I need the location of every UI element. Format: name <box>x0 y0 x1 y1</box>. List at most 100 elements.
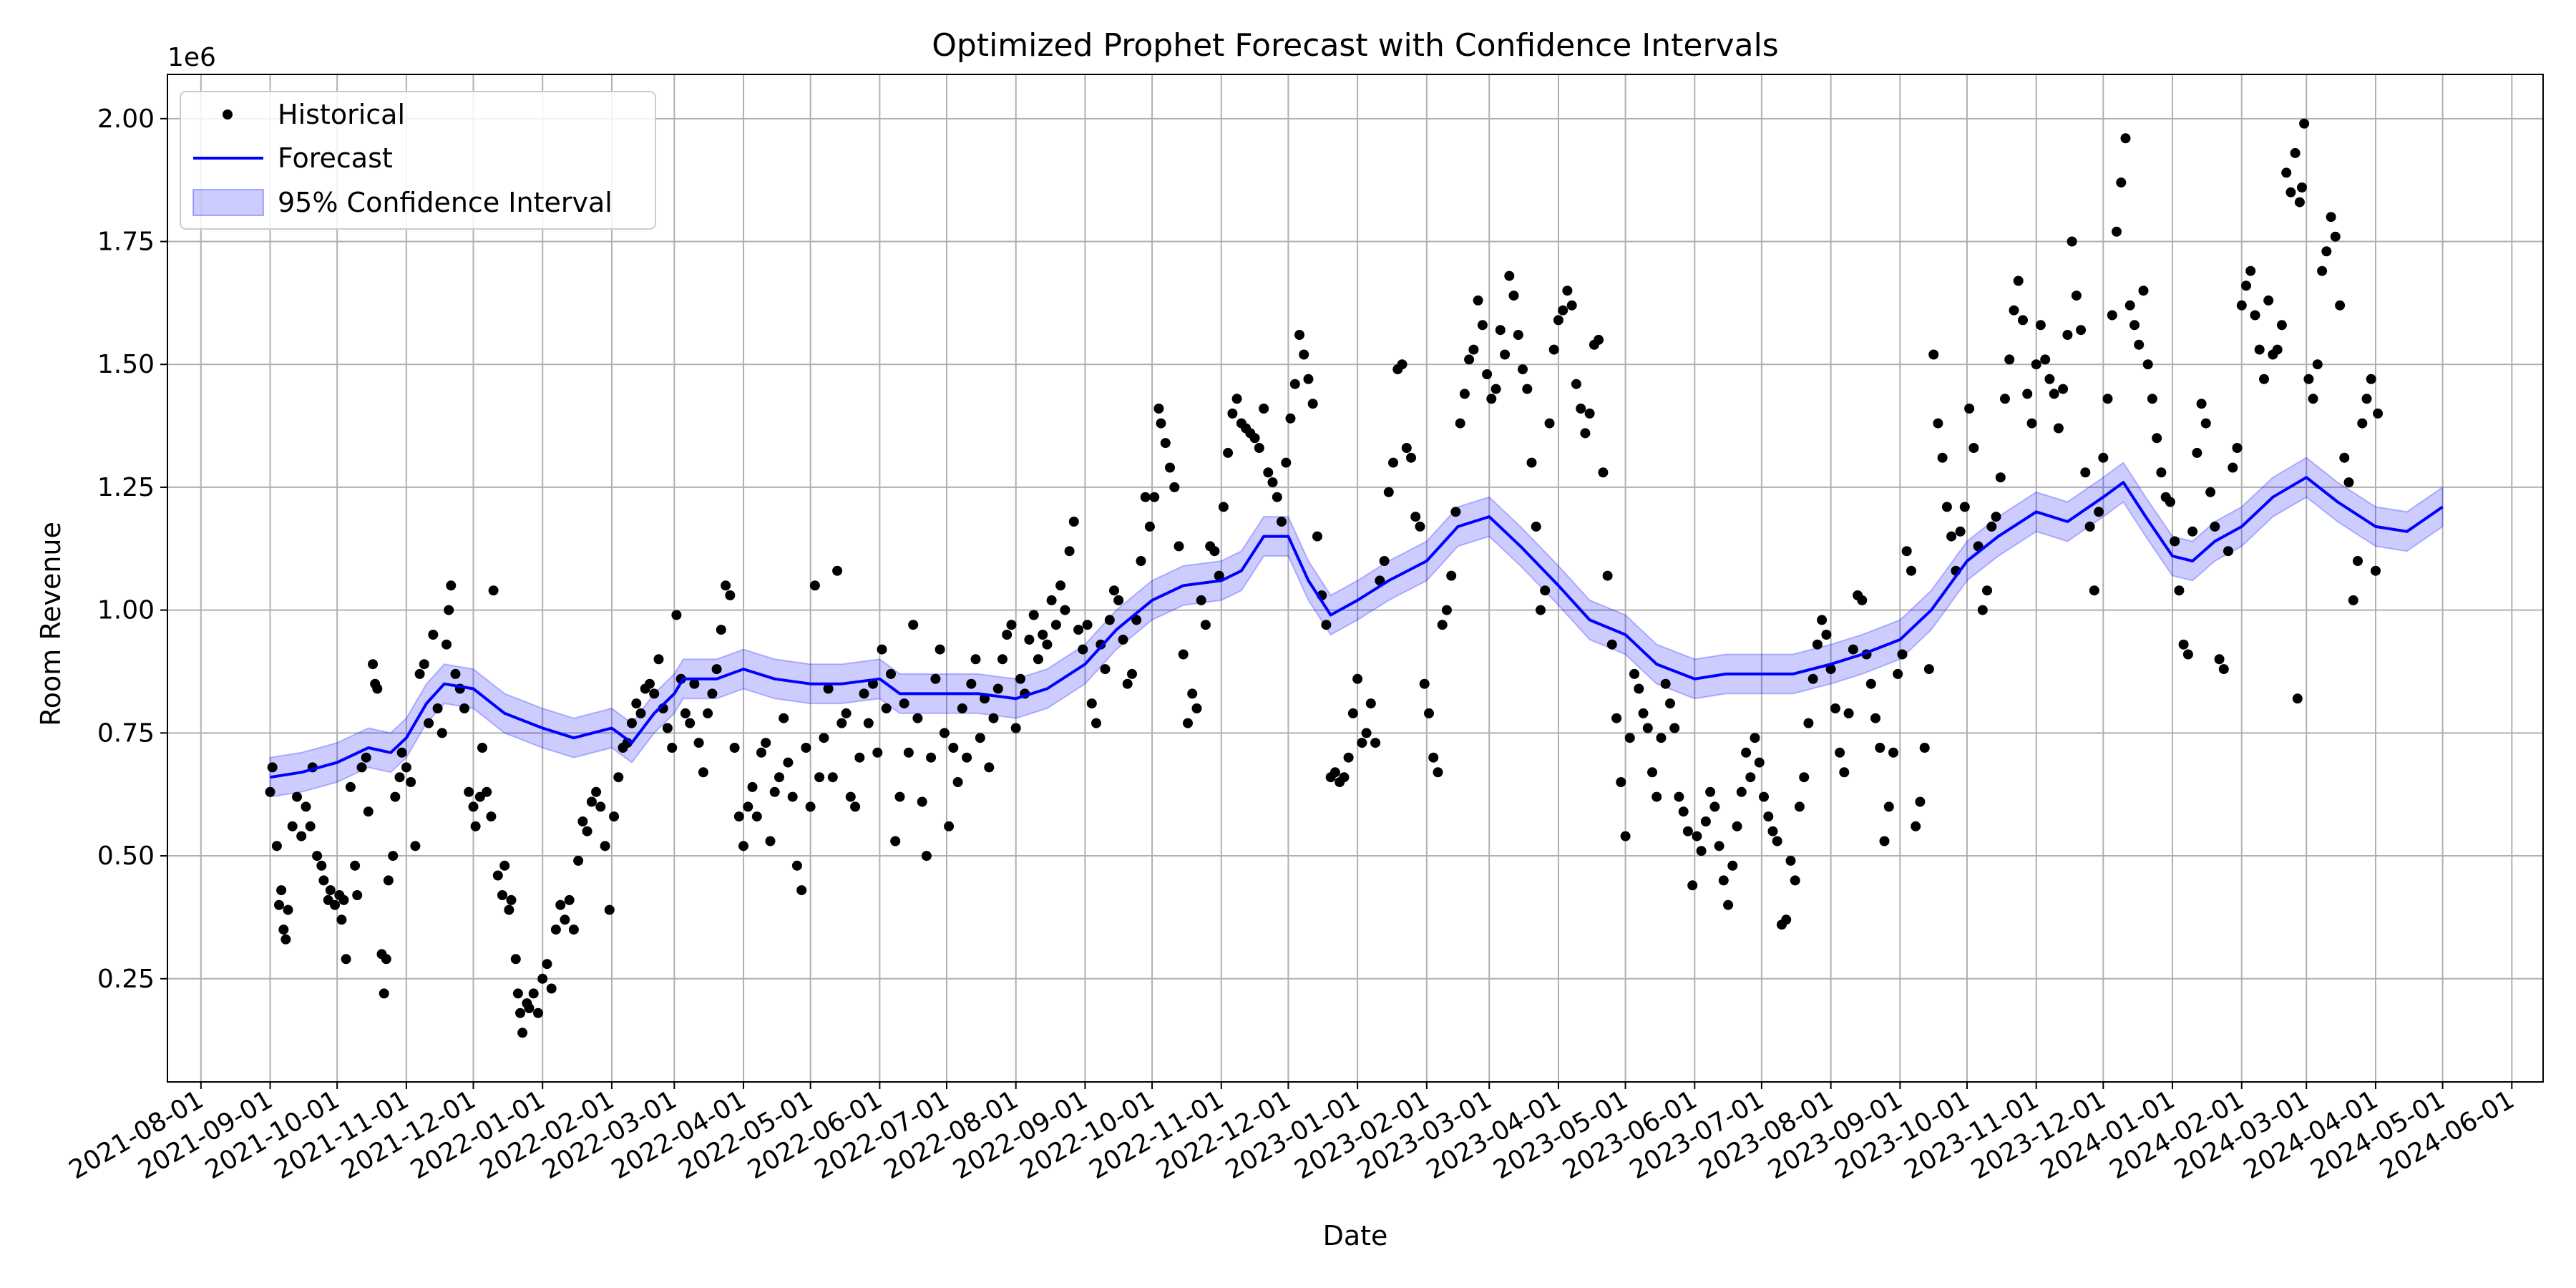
historical-point <box>470 821 481 831</box>
historical-point <box>711 664 722 675</box>
historical-point <box>441 639 452 650</box>
historical-point <box>841 708 852 718</box>
legend-forecast-label: Forecast <box>278 142 393 174</box>
historical-point <box>2290 147 2301 158</box>
historical-point <box>2228 462 2238 473</box>
historical-point <box>2187 526 2198 537</box>
historical-point <box>2232 443 2243 453</box>
historical-point <box>845 791 856 802</box>
historical-point <box>1504 270 1515 281</box>
historical-point <box>1104 615 1115 625</box>
historical-point <box>2013 275 2024 286</box>
historical-point <box>2371 565 2381 576</box>
y-tick-label: 1.50 <box>97 350 155 379</box>
historical-point <box>2196 399 2207 409</box>
historical-point <box>2035 320 2046 331</box>
historical-point <box>368 659 379 670</box>
historical-point <box>2134 339 2145 350</box>
historical-point <box>499 860 510 871</box>
historical-point <box>316 860 327 871</box>
historical-point <box>1033 654 1043 665</box>
historical-point <box>1652 791 1662 802</box>
historical-point <box>2129 320 2140 331</box>
historical-point <box>680 708 691 718</box>
historical-point <box>1946 531 1957 542</box>
historical-point <box>774 772 784 783</box>
historical-point <box>1277 517 1287 527</box>
historical-point <box>1281 457 1292 468</box>
historical-point <box>1611 713 1622 723</box>
historical-point <box>406 777 416 787</box>
historical-point <box>1660 678 1671 689</box>
historical-point <box>1428 752 1439 763</box>
historical-point <box>836 718 847 728</box>
historical-point <box>1629 668 1639 679</box>
historical-point <box>881 703 892 713</box>
historical-point <box>2094 507 2104 517</box>
legend-band-swatch <box>192 189 264 216</box>
historical-point <box>1656 733 1667 743</box>
historical-point <box>1006 620 1017 630</box>
historical-point <box>356 762 367 773</box>
historical-point <box>1959 502 1970 512</box>
historical-point <box>1915 796 1926 807</box>
historical-point <box>2205 487 2216 497</box>
historical-point <box>769 786 780 797</box>
historical-point <box>1196 595 1206 605</box>
historical-point <box>2250 310 2260 321</box>
historical-point <box>1028 610 1039 620</box>
historical-point <box>1397 359 1407 370</box>
historical-point <box>1113 595 1124 605</box>
historical-point <box>1459 389 1470 399</box>
historical-point <box>287 821 298 831</box>
historical-point <box>2321 246 2332 257</box>
historical-point <box>1446 570 1457 581</box>
historical-point <box>2107 310 2117 321</box>
historical-point <box>930 673 941 684</box>
historical-point <box>2339 452 2350 463</box>
historical-point <box>787 791 798 802</box>
historical-point <box>894 791 905 802</box>
historical-point <box>1183 718 1193 728</box>
historical-point <box>1050 620 1061 630</box>
historical-point <box>1303 374 1314 384</box>
historical-point <box>482 786 492 797</box>
historical-point <box>827 772 838 783</box>
historical-point <box>1548 344 1559 355</box>
historical-point <box>733 811 744 822</box>
historical-point <box>645 678 655 689</box>
historical-point <box>586 796 597 807</box>
historical-point <box>921 851 932 862</box>
historical-point <box>283 904 293 915</box>
historical-point <box>1986 521 1997 532</box>
historical-point <box>2335 300 2346 311</box>
historical-point <box>2080 467 2091 478</box>
historical-point <box>341 954 351 965</box>
historical-point <box>1100 664 1111 675</box>
historical-point <box>1897 649 1908 660</box>
historical-point <box>814 772 825 783</box>
historical-point <box>809 580 820 591</box>
historical-point <box>832 565 843 576</box>
historical-point <box>1669 723 1680 733</box>
historical-point <box>1584 408 1595 419</box>
historical-point <box>783 757 794 768</box>
historical-point <box>1227 408 1238 419</box>
legend-box <box>180 91 656 230</box>
historical-point <box>1347 708 1358 718</box>
historical-point <box>1544 418 1555 429</box>
historical-point <box>1531 521 1541 532</box>
historical-point <box>2098 452 2109 463</box>
historical-point <box>1482 369 1493 379</box>
historical-point <box>1571 379 1581 389</box>
historical-point <box>2192 447 2202 458</box>
historical-point <box>528 988 539 999</box>
historical-point <box>2343 477 2354 488</box>
historical-point <box>2276 320 2287 331</box>
historical-point <box>1522 384 1533 394</box>
historical-point <box>1131 615 1142 625</box>
historical-point <box>1692 831 1702 841</box>
historical-point <box>1857 595 1868 605</box>
y-tick-label: 2.00 <box>97 104 155 134</box>
historical-point <box>1718 875 1729 886</box>
